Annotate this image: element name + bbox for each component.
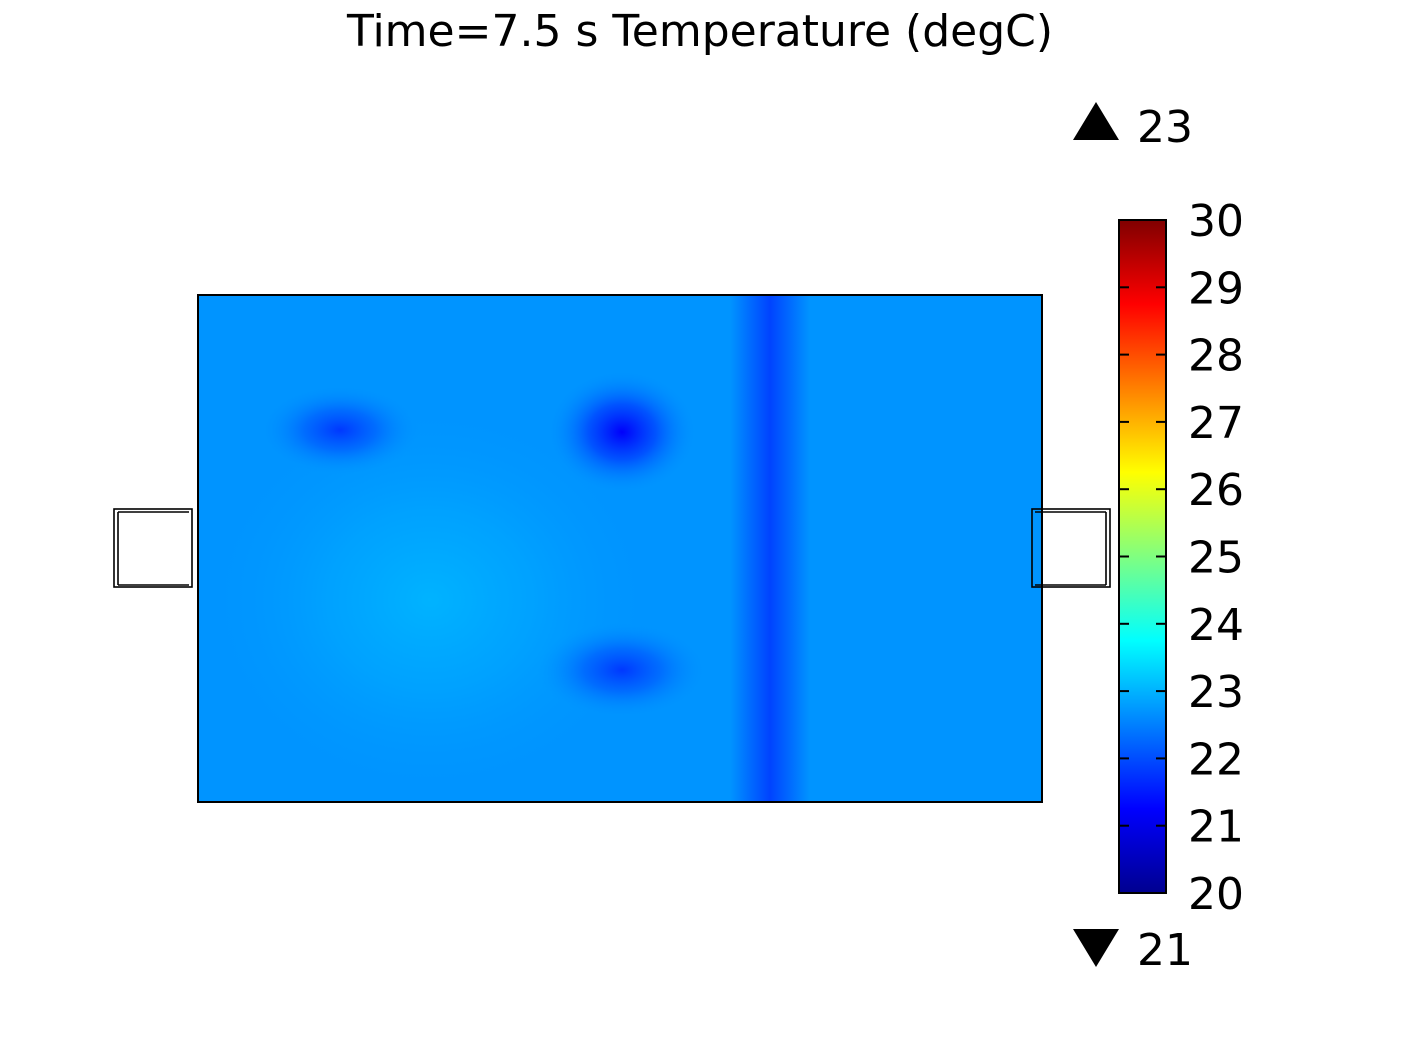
right-outlet xyxy=(1031,508,1111,588)
colorbar-tick-label: 28 xyxy=(1188,331,1244,382)
colorbar-ticks: 30 29 28 27 26 25 24 23 22 21 20 xyxy=(1119,196,1244,920)
max-triangle-icon xyxy=(1073,102,1119,140)
left-inlet xyxy=(113,508,193,588)
colorbar-tick-label: 22 xyxy=(1188,734,1244,785)
colorbar-tick-label: 27 xyxy=(1188,398,1244,449)
temperature-field xyxy=(198,295,1042,802)
chart-title: Time=7.5 s Temperature (degC) xyxy=(346,6,1053,57)
cold-spot-lower-middle xyxy=(537,622,707,718)
cold-spot-upper-middle xyxy=(547,370,697,494)
max-value-label: 23 xyxy=(1137,102,1193,153)
colorbar-tick-label: 23 xyxy=(1188,667,1244,718)
cold-band xyxy=(730,295,810,802)
warm-region xyxy=(200,400,660,800)
min-value-label: 21 xyxy=(1137,925,1193,976)
colorbar-tick-label: 26 xyxy=(1188,465,1244,516)
colorbar-tick-label: 29 xyxy=(1188,263,1244,314)
colorbar-tick-label: 30 xyxy=(1188,196,1244,247)
domain-boundary xyxy=(197,294,1043,803)
colorbar-tick-label: 24 xyxy=(1188,600,1244,651)
colorbar-tick-label: 25 xyxy=(1188,533,1244,584)
cold-spot-upper-left xyxy=(260,385,420,475)
colorbar-tick-label: 20 xyxy=(1188,869,1244,920)
min-triangle-icon xyxy=(1073,929,1119,967)
colorbar-tick-label: 21 xyxy=(1188,802,1244,853)
